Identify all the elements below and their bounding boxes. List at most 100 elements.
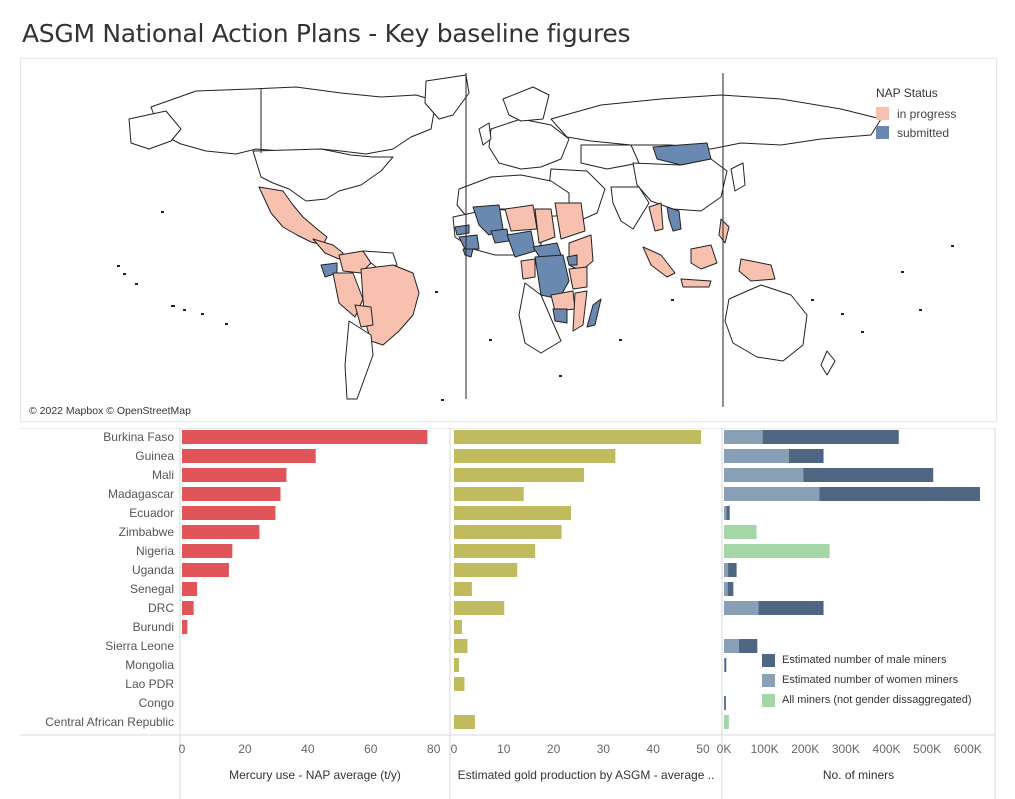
category-label[interactable]: Burundi (133, 620, 174, 634)
country-east-africa[interactable] (568, 234, 594, 272)
country-madagascar[interactable] (586, 298, 602, 328)
country-guinea[interactable] (458, 234, 480, 250)
bar-mercury[interactable] (182, 601, 194, 615)
bar-miners-segment[interactable] (728, 563, 737, 577)
country-drc[interactable] (534, 254, 570, 300)
category-label[interactable]: Guinea (135, 449, 174, 463)
bar-miners-segment[interactable] (724, 696, 726, 710)
miners-legend-item[interactable]: All miners (not gender dissaggregated) (762, 690, 972, 710)
country-canada[interactable] (150, 86, 437, 155)
world-map[interactable]: © 2022 Mapbox © OpenStreetMap NAP Status… (20, 58, 997, 422)
country-zambia[interactable] (550, 290, 576, 312)
bar-miners-segment[interactable] (724, 487, 820, 501)
bar-mercury[interactable] (182, 506, 276, 520)
bar-mercury[interactable] (182, 449, 316, 463)
bar-mercury[interactable] (182, 563, 229, 577)
country-scandinavia[interactable] (502, 86, 550, 122)
country-india[interactable] (610, 186, 650, 230)
category-label[interactable]: Nigeria (136, 544, 174, 558)
category-label[interactable]: Uganda (132, 563, 174, 577)
country-mozambique[interactable] (572, 290, 588, 332)
bar-miners-segment[interactable] (724, 658, 726, 672)
category-label[interactable]: Lao PDR (125, 677, 174, 691)
bar-miners-segment[interactable] (739, 639, 758, 653)
country-senegal[interactable] (454, 224, 470, 236)
country-tanzania[interactable] (568, 266, 588, 290)
bar-mercury[interactable] (182, 525, 260, 539)
bar-gold[interactable] (454, 563, 518, 577)
bar-miners-segment[interactable] (724, 582, 728, 596)
bar-miners-segment[interactable] (724, 468, 804, 482)
country-uk[interactable] (478, 122, 492, 146)
category-label[interactable]: Mali (152, 468, 174, 482)
bar-miners-segment[interactable] (758, 601, 824, 615)
bar-gold[interactable] (454, 449, 616, 463)
bar-miners-segment[interactable] (724, 563, 729, 577)
bar-gold[interactable] (454, 506, 572, 520)
bar-miners-segment[interactable] (724, 525, 757, 539)
bar-gold[interactable] (454, 677, 465, 691)
bar-miners-segment[interactable] (724, 658, 727, 672)
bar-miners-segment[interactable] (724, 639, 740, 653)
bar-gold[interactable] (454, 601, 505, 615)
country-bolivia[interactable] (354, 304, 374, 328)
country-congo[interactable] (520, 258, 536, 280)
country-alaska[interactable] (128, 110, 182, 150)
country-indonesia-java[interactable] (680, 278, 712, 288)
bar-miners-segment[interactable] (819, 487, 980, 501)
miners-legend-item[interactable]: Estimated number of male miners (762, 650, 972, 670)
country-southern-africa[interactable] (518, 282, 562, 354)
bar-gold[interactable] (454, 639, 468, 653)
bar-mercury[interactable] (182, 582, 198, 596)
bar-mercury[interactable] (182, 487, 281, 501)
bar-gold[interactable] (454, 468, 584, 482)
bar-gold[interactable] (454, 544, 536, 558)
category-label[interactable]: Mongolia (125, 658, 174, 672)
bar-gold[interactable] (454, 430, 702, 444)
map-legend-item[interactable]: in progress (876, 104, 956, 123)
country-laos[interactable] (666, 206, 682, 232)
country-mexico[interactable] (258, 186, 328, 246)
country-chad[interactable] (534, 208, 556, 244)
bar-gold[interactable] (454, 715, 475, 729)
country-kazakhstan[interactable] (580, 144, 640, 170)
bar-miners-segment[interactable] (727, 582, 734, 596)
bar-gold[interactable] (454, 525, 562, 539)
category-label[interactable]: Senegal (130, 582, 174, 596)
country-new-zealand[interactable] (820, 350, 836, 376)
country-australia[interactable] (724, 284, 808, 362)
country-europe[interactable] (488, 118, 570, 170)
category-label[interactable]: Central African Republic (45, 715, 174, 729)
category-label[interactable]: Burkina Faso (103, 430, 174, 444)
country-sudan[interactable] (554, 202, 586, 240)
bar-miners-segment[interactable] (724, 601, 759, 615)
country-argentina[interactable] (344, 320, 374, 400)
country-myanmar[interactable] (648, 202, 664, 232)
country-nigeria[interactable] (506, 230, 536, 258)
map-legend-item[interactable]: submitted (876, 123, 956, 142)
category-label[interactable]: Congo (139, 696, 175, 710)
country-zimbabwe[interactable] (552, 308, 568, 324)
bar-gold[interactable] (454, 620, 462, 634)
country-niger[interactable] (504, 204, 538, 232)
bar-gold[interactable] (454, 582, 472, 596)
bar-miners-segment[interactable] (803, 468, 934, 482)
bar-miners-segment[interactable] (726, 506, 730, 520)
country-indonesia-sumatra[interactable] (642, 246, 676, 278)
country-central-america[interactable] (312, 238, 344, 260)
category-label[interactable]: DRC (148, 601, 174, 615)
bar-gold[interactable] (454, 658, 459, 672)
country-papua[interactable] (738, 258, 776, 282)
category-label[interactable]: Zimbabwe (119, 525, 175, 539)
bar-miners-segment[interactable] (762, 430, 899, 444)
bar-mercury[interactable] (182, 430, 428, 444)
country-borneo[interactable] (690, 244, 718, 270)
country-sierra-leone[interactable] (462, 248, 474, 258)
category-label[interactable]: Madagascar (108, 487, 174, 501)
bar-gold[interactable] (454, 487, 524, 501)
bar-miners-segment[interactable] (789, 449, 824, 463)
country-japan[interactable] (730, 162, 746, 192)
bar-miners-segment[interactable] (724, 715, 729, 729)
bar-mercury[interactable] (182, 620, 188, 634)
country-philippines[interactable] (718, 218, 730, 244)
